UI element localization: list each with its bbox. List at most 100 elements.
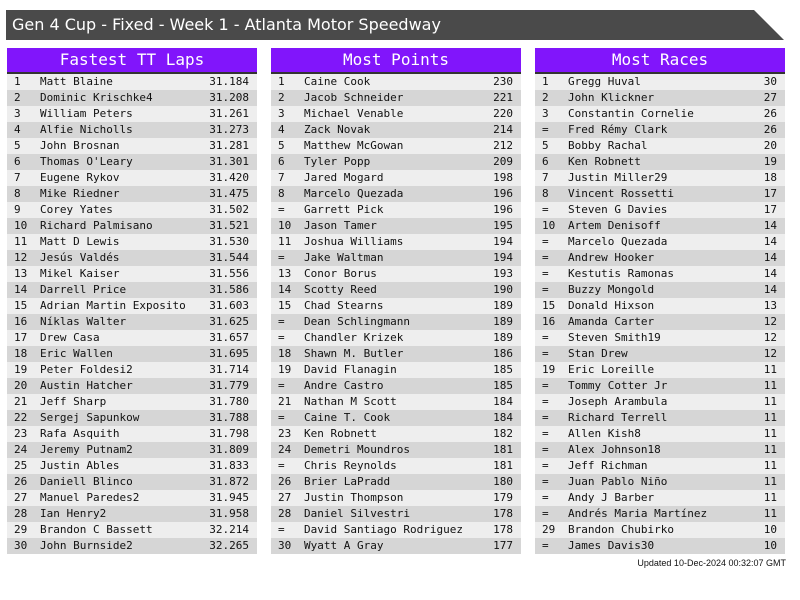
table-row: = Garrett Pick 196 [271,202,521,218]
value: 31.833 [209,459,249,472]
table-row: 10 Jason Tamer 195 [271,218,521,234]
rank: 29 [14,523,28,536]
rank: 27 [14,491,28,504]
table-row: = Andrés Maria Martínez 11 [535,506,785,522]
driver-name: Steven G Davies [568,203,668,216]
rank: 7 [14,171,21,184]
value: 11 [763,491,777,504]
value: 30 [763,75,777,88]
rank: 6 [542,155,549,168]
table-row: 5 Matthew McGowan 212 [271,138,521,154]
rank: 13 [278,267,292,280]
driver-name: Chandler Krizek [304,331,404,344]
value: 18 [763,171,777,184]
rank: = [542,203,549,216]
table-row: 5 John Brosnan 31.281 [7,138,257,154]
value: 12 [763,347,777,360]
value: 10 [763,523,777,536]
driver-name: Zack Novak [304,123,371,136]
driver-name: Matt D Lewis [40,235,120,248]
driver-name: Justin Ables [40,459,120,472]
value: 31.872 [209,475,249,488]
driver-name: William Peters [40,107,133,120]
value: 196 [493,203,513,216]
rank: 3 [278,107,285,120]
value: 193 [493,267,513,280]
rank: 5 [278,139,285,152]
driver-name: Corey Yates [40,203,113,216]
driver-name: Peter Foldesi2 [40,363,133,376]
rank: 14 [14,283,28,296]
driver-name: Alex Johnson18 [568,443,661,456]
table-row: 11 Joshua Williams 194 [271,234,521,250]
value: 11 [763,507,777,520]
rank: = [542,267,549,280]
table-row: 1 Caine Cook 230 [271,74,521,90]
table-row: 14 Darrell Price 31.586 [7,282,257,298]
driver-name: Gregg Huval [568,75,641,88]
driver-name: Ken Robnett [304,427,377,440]
table-row: = Andre Castro 185 [271,378,521,394]
value: 31.603 [209,299,249,312]
value: 196 [493,187,513,200]
driver-name: Vincent Rossetti [568,187,674,200]
driver-name: Shawn M. Butler [304,347,404,360]
value: 31.420 [209,171,249,184]
table-row: = Jake Waltman 194 [271,250,521,266]
table-row: = David Santiago Rodriguez 178 [271,522,521,538]
rank: 15 [14,299,28,312]
table-row: 17 Drew Casa 31.657 [7,330,257,346]
value: 31.798 [209,427,249,440]
table-row: 23 Ken Robnett 182 [271,426,521,442]
table-row: 13 Mikel Kaiser 31.556 [7,266,257,282]
table-row: 9 Corey Yates 31.502 [7,202,257,218]
table-row: 21 Jeff Sharp 31.780 [7,394,257,410]
rank: 2 [278,91,285,104]
rank: = [278,203,285,216]
driver-name: Conor Borus [304,267,377,280]
value: 26 [763,123,777,136]
table-row: = Alex Johnson18 11 [535,442,785,458]
value: 31.625 [209,315,249,328]
rank: 1 [278,75,285,88]
driver-name: Austin Hatcher [40,379,133,392]
value: 10 [763,539,777,552]
rank: 18 [278,347,292,360]
rank: 2 [14,91,21,104]
value: 189 [493,299,513,312]
table-row: 23 Rafa Asquith 31.798 [7,426,257,442]
driver-name: Andrés Maria Martínez [568,507,708,520]
value: 12 [763,331,777,344]
driver-name: Dominic Krischke4 [40,91,153,104]
table-row: 16 Amanda Carter 12 [535,314,785,330]
rank: 7 [542,171,549,184]
rank: = [278,523,285,536]
value: 185 [493,363,513,376]
value: 209 [493,155,513,168]
rank: = [542,379,549,392]
table-row: = Chris Reynolds 181 [271,458,521,474]
driver-name: Alfie Nicholls [40,123,133,136]
driver-name: Steven Smith19 [568,331,661,344]
driver-name: Matt Blaine [40,75,113,88]
driver-name: Jason Tamer [304,219,377,232]
driver-name: Stan Drew [568,347,628,360]
driver-name: Marcelo Quezada [304,187,404,200]
rank: = [278,315,285,328]
value: 177 [493,539,513,552]
table-row: 15 Donald Hixson 13 [535,298,785,314]
table-row: 15 Chad Stearns 189 [271,298,521,314]
rank: = [278,331,285,344]
driver-name: Darrell Price [40,283,127,296]
rank: = [542,283,549,296]
rank: 30 [278,539,292,552]
value: 11 [763,395,777,408]
table-row: 7 Jared Mogard 198 [271,170,521,186]
rank: 10 [542,219,556,232]
table-row: = Kestutis Ramonas 14 [535,266,785,282]
value: 31.530 [209,235,249,248]
table-row: 6 Ken Robnett 19 [535,154,785,170]
table-row: = Richard Terrell 11 [535,410,785,426]
driver-name: Brandon C Bassett [40,523,153,536]
value: 11 [763,427,777,440]
